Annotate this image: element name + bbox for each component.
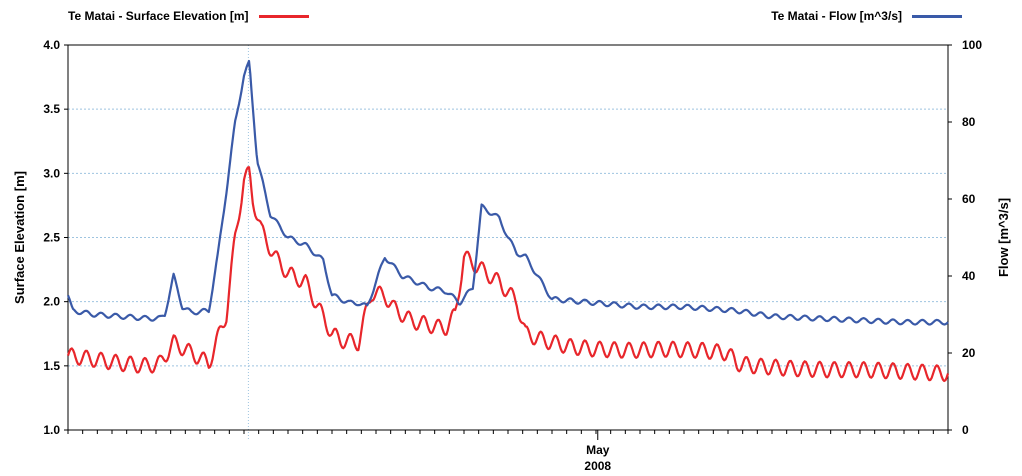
- x-year-label: 2008: [584, 459, 611, 473]
- legend-flow: Te Matai - Flow [m^3/s]: [771, 9, 962, 23]
- y-left-tick-label: 4.0: [43, 38, 60, 52]
- y-left-tick-label: 3.0: [43, 166, 60, 180]
- x-month-label: May: [586, 443, 610, 457]
- y-left-tick-label: 1.5: [43, 359, 60, 373]
- series-line-surface-elevation: [66, 166, 950, 383]
- legend-elevation-label: Te Matai - Surface Elevation [m]: [68, 9, 249, 23]
- y-right-axis-title: Flow [m^3/s]: [996, 198, 1011, 277]
- y-right-tick-label: 100: [962, 38, 982, 52]
- y-right-tick-label: 40: [962, 269, 976, 283]
- y-right-tick-label: 80: [962, 115, 976, 129]
- y-left-axis-title: Surface Elevation [m]: [12, 171, 27, 304]
- y-left-tick-label: 1.0: [43, 423, 60, 437]
- y-left-tick-label: 2.5: [43, 231, 60, 245]
- y-right-tick-label: 60: [962, 192, 976, 206]
- plot-frame: [67, 44, 949, 431]
- legend-flow-label: Te Matai - Flow [m^3/s]: [771, 9, 902, 23]
- y-right-tick-label: 20: [962, 346, 976, 360]
- y-right-tick-label: 0: [962, 423, 969, 437]
- y-left-tick-label: 3.5: [43, 102, 60, 116]
- legend-elevation: Te Matai - Surface Elevation [m]: [68, 9, 309, 23]
- y-left-tick-label: 2.0: [43, 295, 60, 309]
- series-line-flow: [66, 59, 949, 326]
- legend-flow-line: [912, 14, 962, 18]
- legend-elevation-line: [258, 14, 309, 18]
